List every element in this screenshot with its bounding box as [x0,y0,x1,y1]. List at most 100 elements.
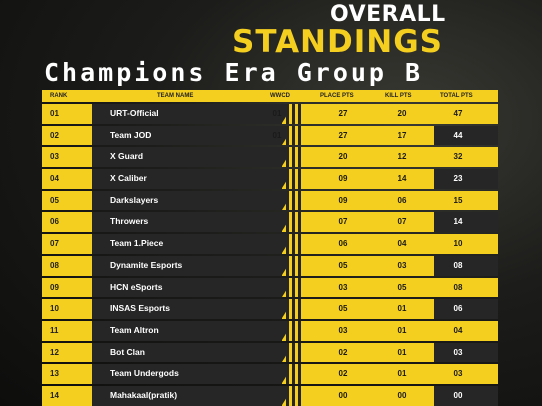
rank-cell: 12 [42,342,90,363]
total-cell: 23 [453,174,463,184]
kill-cell: 04 [397,239,407,249]
rank-cell: 10 [42,299,90,319]
rank-cell: 11 [42,320,90,341]
team-cell: Team JOD [92,125,294,146]
title-overall: OVERALL [330,2,446,27]
wwcd-cell: 01 [272,130,282,140]
title-group: Champions Era Group B [44,58,424,87]
place-cell: 07 [338,217,348,227]
total-cell-bg [434,277,498,298]
place-cell: 20 [338,152,348,162]
rank-cell: 03 [42,147,90,168]
team-cell: Team 1.Piece [92,234,294,254]
rank-cell: 02 [42,125,90,146]
total-cell-bg [434,299,498,319]
stripe-decoration [286,255,302,276]
stripe-decoration [286,299,302,319]
kill-cell: 01 [397,304,407,314]
total-cell: 03 [453,369,463,379]
total-cell-bg [434,385,498,406]
stripe-decoration [286,169,302,189]
team-cell: URT-Official [92,104,294,124]
table-row: 13 Team Undergods 02 01 03 [42,364,498,384]
place-cell: 03 [338,282,348,292]
team-cell: INSAS Esports [92,299,294,319]
stripe-decoration [286,147,302,168]
team-cell: X Caliber [92,169,294,189]
team-cell: X Guard [92,147,294,168]
kill-cell: 03 [397,260,407,270]
kill-cell: 14 [397,174,407,184]
stripe-decoration [286,125,302,146]
stripe-decoration [286,342,302,363]
kill-cell: 12 [397,152,407,162]
col-team: TEAM NAME [157,93,194,99]
stripe-decoration [286,104,302,124]
total-cell-bg [434,212,498,233]
table-row: 05 Darkslayers 09 06 15 [42,190,498,211]
col-wwcd: WWCD [270,93,290,99]
kill-cell: 01 [397,369,407,379]
rank-cell: 05 [42,190,90,211]
kill-cell: 17 [397,130,407,140]
table-row: 11 Team Altron 03 01 04 [42,320,498,341]
total-cell: 08 [453,282,463,292]
team-cell: Team Undergods [92,364,294,384]
total-cell-bg [434,125,498,146]
rank-cell: 04 [42,169,90,189]
col-kill: KILL PTS [385,93,412,99]
total-cell: 10 [453,239,463,249]
rank-cell: 06 [42,212,90,233]
team-cell: Throwers [92,212,294,233]
kill-cell: 01 [397,325,407,335]
rank-cell: 07 [42,234,90,254]
table-row: 08 Dynamite Esports 05 03 08 [42,255,498,276]
total-cell-bg [434,104,498,124]
total-cell-bg [434,255,498,276]
kill-cell: 20 [397,109,407,118]
stripe-decoration [286,320,302,341]
stripe-decoration [286,385,302,406]
rank-cell: 01 [42,104,90,124]
standings-table: RANK TEAM NAME WWCD PLACE PTS KILL PTS T… [42,90,498,406]
kill-cell: 06 [397,195,407,205]
place-cell: 06 [338,239,348,249]
place-cell: 05 [338,260,348,270]
table-row: 07 Team 1.Piece 06 04 10 [42,234,498,254]
total-cell: 04 [453,325,463,335]
total-cell-bg [434,320,498,341]
total-cell: 47 [453,109,463,118]
team-cell: HCN eSports [92,277,294,298]
total-cell-bg [434,342,498,363]
team-cell: Darkslayers [92,190,294,211]
kill-cell: 01 [397,347,407,357]
table-row: 10 INSAS Esports 05 01 06 [42,299,498,319]
col-place: PLACE PTS [320,93,354,99]
place-cell: 27 [338,109,348,118]
total-cell-bg [434,147,498,168]
total-cell: 44 [453,130,463,140]
table-header: RANK TEAM NAME WWCD PLACE PTS KILL PTS T… [42,90,498,102]
table-row: 03 X Guard 20 12 32 [42,147,498,168]
wwcd-cell: 01 [272,109,282,118]
title-standings: STANDINGS [232,24,443,60]
kill-cell: 00 [397,390,407,400]
total-cell: 14 [453,217,463,227]
total-cell: 15 [453,195,463,205]
total-cell: 00 [453,390,463,400]
rank-cell: 09 [42,277,90,298]
place-cell: 02 [338,369,348,379]
place-cell: 00 [338,390,348,400]
team-cell: Bot Clan [92,342,294,363]
rank-cell: 08 [42,255,90,276]
team-cell: Dynamite Esports [92,255,294,276]
team-cell: Team Altron [92,320,294,341]
table-row: 01 URT-Official 01 27 20 47 [42,104,498,124]
stripe-decoration [286,190,302,211]
stripe-decoration [286,234,302,254]
table-row: 14 Mahakaal(pratik) 00 00 00 [42,385,498,406]
total-cell: 03 [453,347,463,357]
place-cell: 02 [338,347,348,357]
total-cell: 32 [453,152,463,162]
kill-cell: 05 [397,282,407,292]
